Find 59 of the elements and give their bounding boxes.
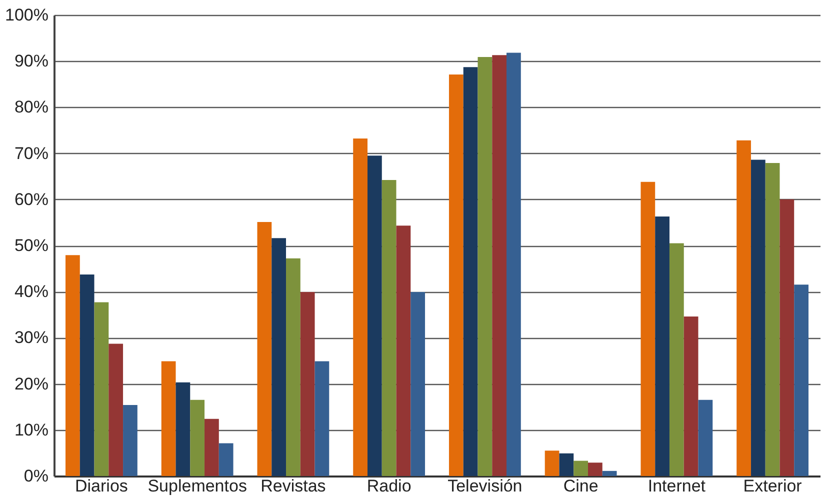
x-tick-label: Internet bbox=[648, 476, 706, 496]
bar bbox=[176, 382, 190, 476]
x-tick-label: Radio bbox=[366, 476, 412, 496]
bar bbox=[506, 52, 521, 476]
bar bbox=[463, 67, 478, 476]
bar bbox=[478, 56, 492, 476]
bar bbox=[123, 405, 138, 476]
bar bbox=[190, 400, 205, 476]
bar bbox=[396, 226, 411, 476]
bar bbox=[492, 55, 507, 476]
bar bbox=[353, 138, 368, 476]
bar bbox=[698, 400, 713, 476]
y-tick-label: 10% bbox=[14, 420, 48, 440]
bar bbox=[314, 361, 330, 476]
y-tick-label: 70% bbox=[14, 144, 48, 163]
bar bbox=[80, 274, 94, 476]
bar bbox=[574, 460, 588, 476]
x-tick-label: Cine bbox=[563, 476, 598, 496]
bar bbox=[669, 243, 684, 476]
x-tick-label: Televisión bbox=[448, 476, 522, 496]
bar bbox=[66, 255, 80, 476]
bar bbox=[684, 316, 698, 476]
bar bbox=[257, 222, 272, 476]
bar bbox=[588, 462, 602, 476]
bar bbox=[382, 180, 396, 476]
y-tick-label: 60% bbox=[14, 190, 48, 209]
bar bbox=[300, 292, 315, 476]
bar bbox=[780, 199, 794, 476]
bar bbox=[272, 238, 286, 476]
y-tick-label: 20% bbox=[14, 374, 48, 394]
bar bbox=[218, 443, 234, 476]
bar bbox=[794, 284, 808, 476]
bar bbox=[286, 258, 300, 476]
y-tick-label: 0% bbox=[24, 466, 48, 486]
y-tick-label: 40% bbox=[14, 282, 48, 302]
bar bbox=[655, 216, 670, 476]
y-tick-label: 80% bbox=[14, 98, 48, 117]
bar bbox=[736, 140, 751, 476]
x-tick-label: Suplementos bbox=[148, 476, 247, 496]
y-tick-label: 100% bbox=[5, 6, 48, 24]
bar bbox=[94, 302, 109, 476]
bar bbox=[640, 182, 656, 476]
x-tick-label: Diarios bbox=[75, 476, 128, 496]
bar bbox=[765, 162, 780, 476]
y-tick-label: 90% bbox=[14, 52, 48, 71]
bar bbox=[367, 156, 382, 476]
bar bbox=[204, 418, 219, 476]
bar bbox=[410, 292, 426, 476]
bar bbox=[602, 470, 617, 476]
bar bbox=[108, 344, 124, 476]
y-tick-label: 30% bbox=[14, 328, 48, 348]
bar bbox=[544, 450, 560, 476]
bar bbox=[161, 361, 176, 476]
x-tick-label: Revistas bbox=[260, 476, 326, 496]
bar bbox=[750, 160, 766, 476]
bar bbox=[448, 74, 464, 476]
y-tick-label: 50% bbox=[14, 236, 48, 255]
x-tick-label: Exterior bbox=[743, 476, 802, 496]
bar bbox=[559, 453, 574, 476]
